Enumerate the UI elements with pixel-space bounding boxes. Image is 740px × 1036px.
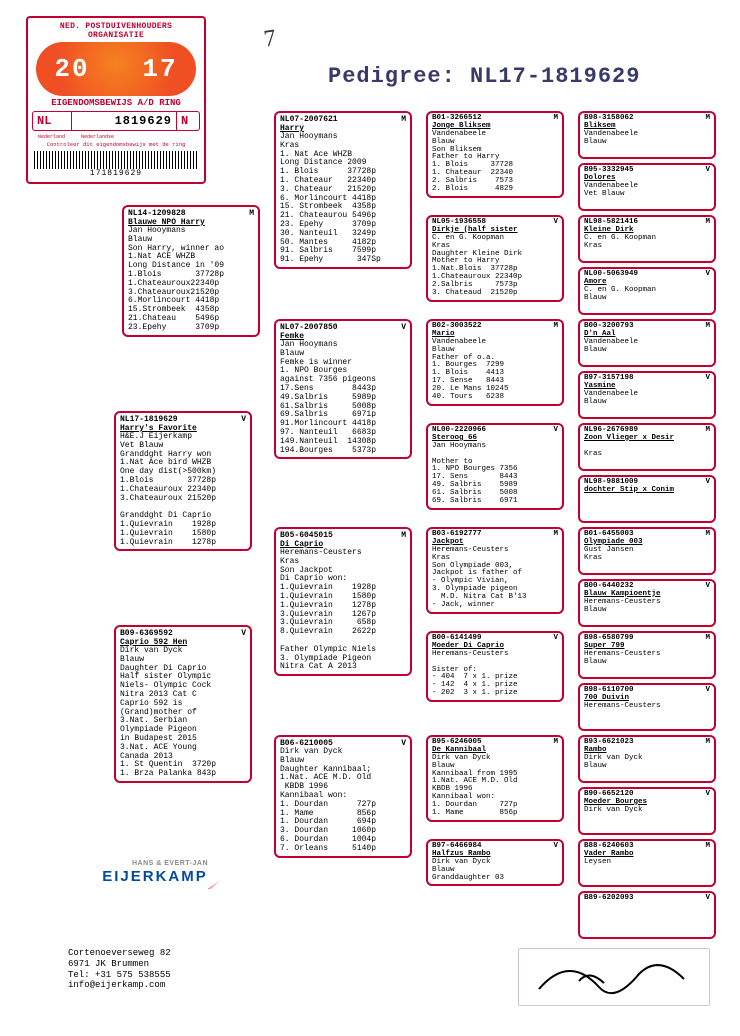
card-gp-2: NL07-2007850V Femke Jan HooymansBlauwFem…: [274, 319, 412, 459]
handwritten-mark: 7: [262, 25, 278, 53]
barcode: [34, 151, 198, 169]
card-gggp-8: NL98-9881009Vdochter Stip x Conim: [578, 475, 716, 523]
card-gggp-9: B01-6455003MOlympiade 003Gust JansenKras: [578, 527, 716, 575]
ring-ownership-card: NED. POSTDUIVENHOUDERS ORGANISATIE 20 17…: [26, 16, 206, 184]
card-ggp-6: B00-6141499V Moeder Di Caprio Heremans-C…: [426, 631, 564, 702]
card-ggp-8: B97-6466984V Halfzus Rambo Dirk van Dyck…: [426, 839, 564, 886]
card-gggp-14: B90-6652120VMoeder BourgesDirk van Dyck: [578, 787, 716, 835]
org-label: NED. POSTDUIVENHOUDERS ORGANISATIE: [32, 22, 200, 40]
page-title: Pedigree: NL17-1819629: [328, 64, 640, 89]
card-gggp-13: B93-6621023MRamboDirk van DyckBlauw: [578, 735, 716, 783]
card-gggp-7: NL96-2676989MZoon Vlieger x Desir Kras: [578, 423, 716, 471]
card-sire: NL14-1209828M Blauwe NPO Harry Jan Hooym…: [122, 205, 260, 337]
card-gggp-16: B89-6202093V: [578, 891, 716, 939]
card-gp-1: NL07-2007621M Harry Jan HooymansKras1. N…: [274, 111, 412, 269]
card-ggp-1: B01-3266512M Jonge Bliksem VandenabeeleB…: [426, 111, 564, 198]
card-ggp-4: NL00-2220966V Steroog 66 Jan Hooymans Mo…: [426, 423, 564, 510]
card-gggp-5: B00-3200793MD'n AalVandenabeeleBlauw: [578, 319, 716, 367]
card-gp-4: B06-6210005V Dirk van DyckBlauwDaughter …: [274, 735, 412, 858]
card-gggp-6: B97-3157198VYasmineVandenabeeleBlauw: [578, 371, 716, 419]
barcode-label: 171819629: [32, 169, 200, 178]
eijerkamp-logo: HANS & EVERT-JAN EIJERKAMP: [100, 860, 240, 889]
card-ggp-7: B95-6246005M De Kannibaal Dirk van DyckB…: [426, 735, 564, 822]
signature-box: [518, 948, 710, 1006]
card-gggp-2: B95-3332945VDoloresVandenabeeleVet Blauw: [578, 163, 716, 211]
card-gggp-11: B98-6580799MSuper 799Heremans-CeustersBl…: [578, 631, 716, 679]
card-gggp-4: NL00-5063949VAmoreC. en G. KoopmanBlauw: [578, 267, 716, 315]
card-ggp-3: B02-3003522M Mario VandenabeeleBlauwFath…: [426, 319, 564, 406]
ring-number-row: NL 1819629 N: [32, 111, 200, 131]
card-subject: NL17-1819629V Harry's Favorite H&E.J Eij…: [114, 411, 252, 551]
year-badge: 20 17: [36, 42, 196, 96]
card-ggp-5: B03-6192777M Jackpot Heremans-CeustersKr…: [426, 527, 564, 614]
contact-block: Cortenoeverseweg 82 6971 JK Brummen Tel:…: [68, 948, 171, 991]
card-gggp-3: NL98-5821416MKleine DirkC. en G. Koopman…: [578, 215, 716, 263]
ownership-label: EIGENDOMSBEWIJS A/D RING: [32, 98, 200, 108]
card-gggp-10: B00-6440232VBlauw KampioentjeHeremans-Ce…: [578, 579, 716, 627]
card-ggp-2: NL05-1936558V Dirkje (half sister C. en …: [426, 215, 564, 302]
card-gggp-12: B98-6110700V700 DuivinHeremans-Ceusters: [578, 683, 716, 731]
card-gggp-1: B98-3158062MBliksemVandenabeeleBlauw: [578, 111, 716, 159]
card-gp-3: B05-6045015M Di Caprio Heremans-Ceusters…: [274, 527, 412, 676]
card-gggp-15: B88-6240603MVader RamboLeysen: [578, 839, 716, 887]
card-dam: B09-6369592V Caprio 592 Hen Dirk van Dyc…: [114, 625, 252, 783]
